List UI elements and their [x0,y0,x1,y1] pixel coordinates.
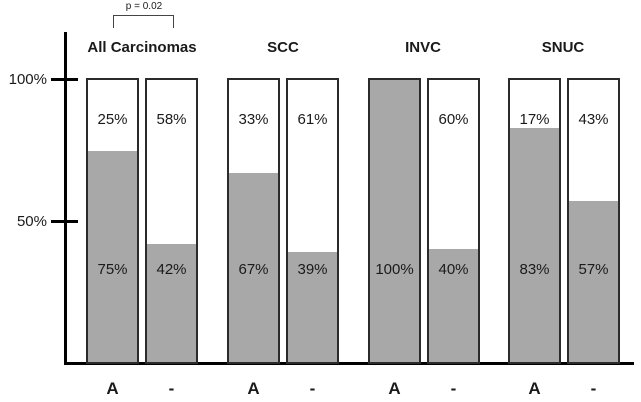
white-segment-label: 61% [297,111,328,128]
gray-segment-label: 83% [519,261,550,278]
gray-segment [569,201,618,362]
gray-segment [510,127,559,362]
gray-segment [370,80,419,362]
white-segment-label: 17% [519,111,550,128]
x-label-minus: - [309,379,316,398]
stacked-bar-invc-minus: 60% 40% [427,78,480,364]
gray-segment-label: 100% [375,261,414,278]
stacked-bar-snuc-minus: 43% 57% [567,78,620,364]
group-title-invc: INVC [405,39,441,56]
gray-segment-label: 40% [438,261,469,278]
gray-segment [88,150,137,362]
gray-segment [429,249,478,362]
y-tick-label-50: 50% [16,213,47,230]
stacked-bar-scc-minus: 61% 39% [286,78,339,364]
white-segment-label: 33% [238,111,269,128]
x-label-a: A [247,379,260,398]
group-title-snuc: SNUC [541,39,585,56]
x-axis-line [64,362,634,365]
white-segment-label: 43% [578,111,609,128]
y-tick-50 [51,220,78,223]
y-tick-label-100: 100% [8,71,47,88]
group-title-all-carcinomas: All Carcinomas [87,39,197,56]
x-label-minus: - [590,379,597,398]
group-title-scc: SCC [267,39,299,56]
white-segment-label: 25% [97,111,128,128]
y-tick-100 [51,78,78,81]
stacked-bar-all-carcinomas-minus: 58% 42% [145,78,198,364]
gray-segment-label: 42% [156,261,187,278]
stacked-bar-invc-a: 100% [368,78,421,364]
gray-segment [229,173,278,362]
white-segment-label: 60% [438,111,469,128]
stacked-bar-scc-a: 33% 67% [227,78,280,364]
stacked-bar-snuc-a: 17% 83% [508,78,561,364]
stacked-bar-all-carcinomas-a: 25% 75% [86,78,139,364]
x-label-minus: - [450,379,457,398]
gray-segment-label: 57% [578,261,609,278]
white-segment-label: 58% [156,111,187,128]
gray-segment-label: 75% [97,261,128,278]
x-label-a: A [388,379,401,398]
x-label-a: A [528,379,541,398]
significance-bracket [113,15,174,28]
gray-segment-label: 67% [238,261,269,278]
y-axis-line [64,32,67,365]
p-value-annotation: p = 0.02 [125,1,163,12]
gray-segment [147,243,196,362]
x-label-a: A [106,379,119,398]
gray-segment-label: 39% [297,261,328,278]
x-label-minus: - [168,379,175,398]
gray-segment [288,252,337,362]
